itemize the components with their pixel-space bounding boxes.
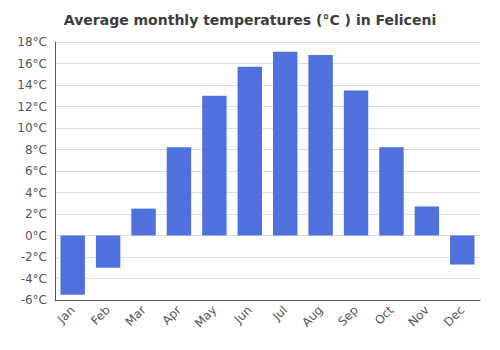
svg-text:Aug: Aug <box>299 303 325 329</box>
svg-text:6°C: 6°C <box>25 164 47 178</box>
svg-text:Average monthly temperatures (: Average monthly temperatures (°C ) in Fe… <box>64 12 436 28</box>
svg-text:Mar: Mar <box>123 303 149 329</box>
svg-text:16°C: 16°C <box>17 57 47 71</box>
svg-text:Sep: Sep <box>335 303 361 329</box>
svg-text:10°C: 10°C <box>17 121 47 135</box>
svg-text:Apr: Apr <box>159 303 184 328</box>
svg-text:Oct: Oct <box>372 303 397 328</box>
svg-text:Jan: Jan <box>54 303 78 327</box>
svg-text:Jun: Jun <box>231 303 255 327</box>
svg-text:4°C: 4°C <box>25 186 47 200</box>
svg-text:0°C: 0°C <box>25 229 47 243</box>
svg-text:-6°C: -6°C <box>21 293 47 307</box>
svg-text:8°C: 8°C <box>25 143 47 157</box>
svg-text:18°C: 18°C <box>17 35 47 49</box>
svg-text:-2°C: -2°C <box>21 250 47 264</box>
svg-text:-4°C: -4°C <box>21 272 47 286</box>
svg-text:12°C: 12°C <box>17 100 47 114</box>
svg-text:May: May <box>192 303 219 330</box>
svg-text:2°C: 2°C <box>25 207 47 221</box>
svg-text:14°C: 14°C <box>17 78 47 92</box>
svg-text:Jul: Jul <box>269 303 290 324</box>
svg-text:Nov: Nov <box>405 303 431 329</box>
svg-text:Dec: Dec <box>441 303 467 329</box>
svg-text:Feb: Feb <box>88 303 113 328</box>
